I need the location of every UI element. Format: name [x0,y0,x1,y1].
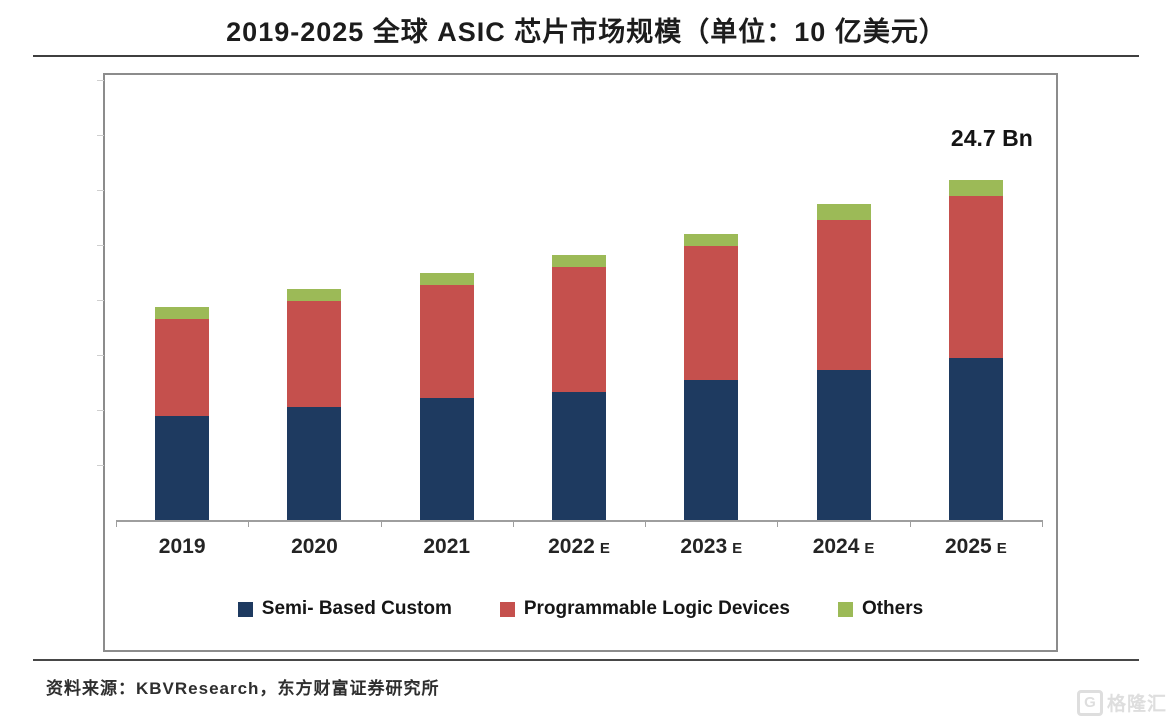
x-axis-tick [909,520,911,527]
bar-segment [287,301,342,408]
x-axis-tick [248,520,250,527]
bar-segment [287,289,342,302]
bar-segment [552,267,606,393]
x-axis-tick [1042,520,1043,527]
x-tick-label: 2021 [423,535,471,558]
title-divider [33,55,1139,57]
y-axis-tick [97,465,104,466]
legend-label: Others [861,598,924,619]
bar-segment [419,272,474,285]
page-title: 2019-2025 全球 ASIC 芯片市场规模（单位：10 亿美元） [226,17,947,47]
y-axis-tick [97,300,104,301]
y-axis-tick [97,190,104,191]
legend-swatch [837,601,853,617]
bar-segment [155,415,210,520]
y-axis-tick [97,80,104,81]
bar-2025-E [948,180,1003,520]
bar-segment [552,254,606,267]
bar-segment [816,203,871,221]
y-axis-tick [97,410,104,411]
x-tick-label: 2019 [158,535,206,558]
bar-segment [419,284,474,398]
bar-2023-E [684,234,739,520]
x-axis-tick [645,520,647,527]
y-axis-tick [97,135,104,136]
gelonghui-logo-icon: G [1076,689,1103,716]
bar-segment [552,392,606,520]
bar-segment [684,379,739,520]
bar-segment [684,246,739,380]
bar-segment [155,306,210,320]
bar-segment [155,319,210,416]
watermark-label: 格隆汇 [1106,694,1167,715]
legend-item: Others [837,598,924,620]
bar-segment [419,397,474,520]
bar-segment [948,180,1003,196]
chart-legend: Semi- Based Custom Programmable Logic Dev… [105,598,1056,620]
x-tick-label: 2022 E [548,535,610,558]
bar-segment [684,234,739,247]
bar-2019 [155,306,210,520]
legend-swatch [499,601,515,617]
x-tick-label: 2025 E [944,535,1007,558]
legend-label: Semi- Based Custom [261,598,452,619]
x-tick-label: 2020 [291,535,338,558]
footer-divider [33,659,1139,661]
bar-segment [287,407,342,520]
y-axis-tick [97,245,104,246]
bar-2022-E [552,254,606,520]
bar-segment [948,357,1003,520]
x-axis-tick [512,520,514,527]
bar-segment [816,370,871,520]
x-axis-tick [380,520,382,527]
bar-segment [816,220,871,371]
legend-swatch [237,601,253,617]
value-annotation: 24.7 Bn [950,125,1033,152]
x-axis-tick [777,520,779,527]
x-axis-tick [116,520,117,527]
chart-frame: 2019 2020 2021 2022 E 2023 E 2024 E 2025 E 24.7 Bn … [97,73,1058,652]
bar-2021 [419,272,474,520]
bar-2024-E [816,203,871,520]
watermark: G 格隆汇 [1076,689,1167,716]
legend-label: Programmable Logic Devices [523,598,790,619]
x-tick-label: 2024 E [812,535,875,558]
y-axis-tick [97,355,104,356]
source-text: 资料来源：KBVResearch，东方财富证券研究所 [46,679,440,698]
legend-item: Semi- Based Custom [237,598,452,620]
legend-item: Programmable Logic Devices [499,598,790,620]
bar-2020 [287,289,342,520]
bar-segment [948,195,1003,358]
x-tick-label: 2023 E [680,535,743,558]
plot-area: 2019 2020 2021 2022 E 2023 E 2024 E 2025 E 24.7 Bn [116,75,1043,558]
